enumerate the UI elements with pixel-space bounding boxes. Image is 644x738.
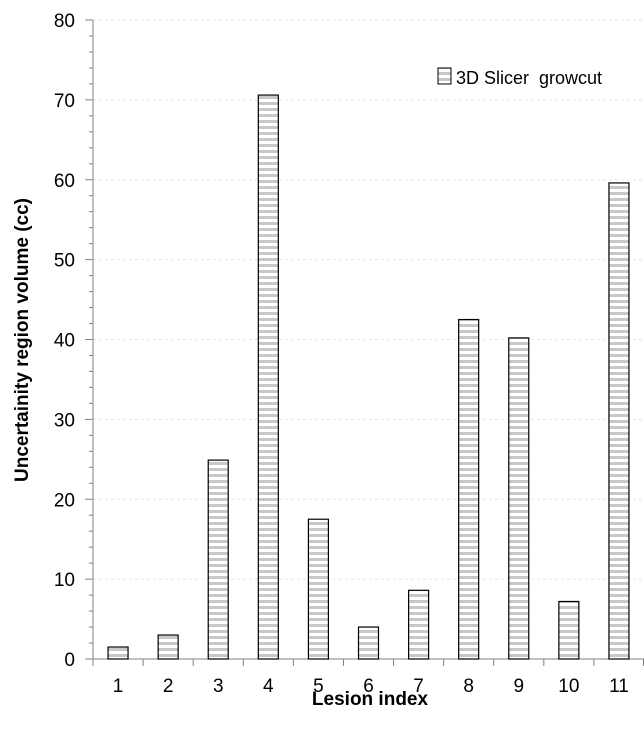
x-axis-title: Lesion index	[312, 689, 429, 710]
bar-lesion-11	[608, 182, 630, 660]
legend: 3D Slicer growcut	[437, 67, 602, 88]
x-tick-label: 11	[609, 676, 629, 697]
y-tick-label: 40	[54, 331, 75, 352]
gridlines	[93, 19, 644, 580]
bar-lesion-7	[407, 589, 430, 660]
bars	[107, 94, 630, 660]
axes	[85, 19, 644, 666]
x-tick-label: 1	[113, 676, 124, 697]
y-tick-label: 80	[54, 11, 75, 32]
x-tick-label: 8	[463, 676, 474, 697]
y-axis-title: Uncertainity region volume (cc)	[12, 198, 33, 482]
x-tick-label: 4	[263, 676, 274, 697]
y-tick-label: 50	[54, 251, 75, 272]
x-tick-label: 7	[413, 676, 424, 697]
x-tick-label: 5	[313, 676, 324, 697]
x-tick-label: 3	[213, 676, 224, 697]
bar-lesion-3	[207, 459, 229, 660]
x-tick-label: 10	[558, 676, 579, 697]
bar-lesion-1	[107, 646, 129, 660]
bar-lesion-2	[157, 634, 179, 660]
legend-swatch	[437, 67, 452, 85]
y-tick-label: 10	[54, 570, 75, 591]
bar-lesion-6	[357, 626, 380, 660]
y-tick-label: 0	[64, 650, 75, 671]
bar-lesion-8	[458, 318, 480, 660]
legend-label: 3D Slicer growcut	[456, 68, 602, 88]
bar-lesion-9	[508, 337, 530, 660]
bar-lesion-10	[558, 600, 580, 660]
y-tick-label: 20	[54, 490, 75, 511]
tick-labels: 0 10 20 30 40 50 60 70 80 1 2 3 4 5 6 7 8 9 10 11	[54, 11, 629, 697]
y-tick-label: 70	[54, 91, 75, 112]
x-tick-label: 9	[513, 676, 524, 697]
x-tick-label: 2	[163, 676, 174, 697]
bar-lesion-4	[257, 94, 279, 660]
y-tick-label: 60	[54, 171, 75, 192]
bar-lesion-5	[307, 518, 330, 660]
x-tick-label: 6	[363, 676, 374, 697]
y-tick-label: 30	[54, 410, 75, 431]
